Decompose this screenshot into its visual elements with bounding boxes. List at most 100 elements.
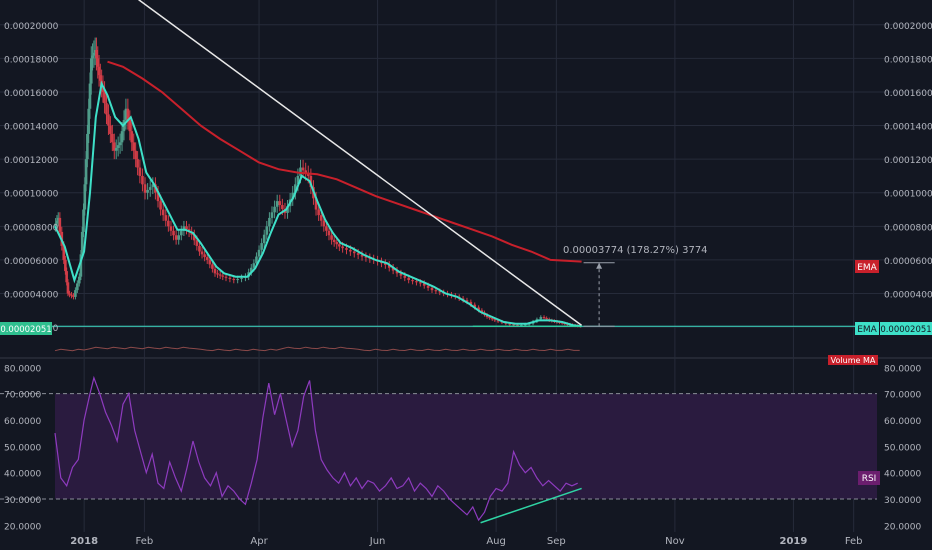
candle-body[interactable] [192, 234, 196, 241]
candle-body[interactable] [128, 119, 132, 132]
descending-trendline[interactable] [138, 0, 583, 327]
candle-body[interactable] [294, 184, 297, 193]
candle-body[interactable] [268, 217, 271, 227]
candle-body[interactable] [198, 245, 201, 252]
candle-body[interactable] [105, 103, 108, 115]
candle-body[interactable] [415, 281, 418, 283]
candle-body[interactable] [516, 324, 519, 326]
candle-body[interactable] [523, 324, 527, 326]
candle-body[interactable] [221, 275, 225, 277]
rsi-line[interactable] [54, 375, 578, 522]
candle-body[interactable] [76, 283, 79, 291]
candle-body[interactable] [56, 217, 60, 221]
candle-body[interactable] [116, 145, 120, 148]
rsi-badge[interactable]: RSI [858, 471, 880, 485]
candle-body[interactable] [146, 189, 149, 193]
candle-body[interactable] [130, 131, 134, 143]
candle-body[interactable] [54, 223, 57, 227]
candle-body[interactable] [407, 277, 410, 281]
candle-body[interactable] [86, 133, 89, 160]
candle-body[interactable] [299, 167, 302, 176]
rsi-trendline[interactable] [480, 487, 582, 524]
candle-body[interactable] [208, 259, 212, 265]
candle-body[interactable] [419, 282, 422, 284]
candle-body[interactable] [213, 268, 217, 274]
candle-body[interactable] [109, 125, 112, 134]
candle-body[interactable] [281, 205, 284, 209]
candle-body[interactable] [79, 254, 83, 277]
candle-body[interactable] [156, 192, 160, 202]
candle-body[interactable] [87, 108, 90, 134]
candle-body[interactable] [107, 114, 110, 126]
candle-body[interactable] [296, 175, 300, 185]
candle-body[interactable] [200, 251, 204, 255]
candle-body[interactable] [68, 293, 71, 295]
candle-body[interactable] [120, 131, 124, 143]
candle-body[interactable] [327, 230, 331, 236]
price-panel[interactable] [0, 0, 877, 328]
candle-body[interactable] [164, 215, 168, 221]
candle-body[interactable] [205, 257, 209, 260]
candle-body[interactable] [265, 226, 269, 235]
candle-body[interactable] [180, 230, 183, 236]
candle-body[interactable] [112, 142, 116, 151]
candle-body[interactable] [96, 58, 100, 67]
candle-body[interactable] [82, 209, 85, 232]
candle-body[interactable] [291, 192, 295, 200]
candle-body[interactable] [520, 324, 523, 326]
candle-body[interactable] [314, 198, 318, 210]
ema-slow-line[interactable] [107, 60, 582, 263]
candle-body[interactable] [118, 142, 122, 146]
candle-body[interactable] [80, 231, 84, 255]
candle-body[interactable] [169, 226, 173, 231]
candle-body[interactable] [99, 75, 102, 81]
candle-body[interactable] [391, 267, 395, 271]
candle-body[interactable] [480, 310, 484, 313]
candle-body[interactable] [403, 275, 407, 278]
candle-body[interactable] [228, 277, 232, 279]
candle-body[interactable] [64, 259, 67, 272]
candle-body[interactable] [384, 263, 387, 265]
candle-body[interactable] [426, 285, 430, 288]
candle-body[interactable] [465, 300, 469, 302]
candle-body[interactable] [539, 317, 543, 320]
candle-body[interactable] [490, 318, 494, 320]
rsi-panel[interactable] [54, 375, 582, 524]
candle-body[interactable] [203, 254, 206, 258]
candle-body[interactable] [399, 273, 403, 276]
candle-body[interactable] [148, 187, 152, 190]
candle-body[interactable] [364, 256, 368, 258]
candle-body[interactable] [352, 251, 356, 254]
candle-body[interactable] [512, 324, 515, 326]
candle-body[interactable] [141, 175, 144, 185]
candle-body[interactable] [262, 234, 266, 244]
candle-body[interactable] [411, 280, 414, 282]
candle-body[interactable] [275, 201, 279, 207]
candle-body[interactable] [111, 133, 114, 143]
candle-body[interactable] [488, 317, 491, 319]
candle-body[interactable] [114, 147, 118, 151]
candle-body[interactable] [91, 55, 94, 59]
candle-body[interactable] [434, 290, 438, 292]
candle-body[interactable] [218, 274, 222, 276]
candle-body[interactable] [332, 239, 336, 242]
candle-body[interactable] [195, 240, 199, 246]
candle-body[interactable] [124, 108, 128, 120]
candle-body[interactable] [545, 318, 548, 320]
candle-body[interactable] [249, 267, 253, 273]
candle-body[interactable] [257, 249, 261, 257]
candle-body[interactable] [55, 220, 59, 224]
candle-body[interactable] [136, 159, 139, 168]
candle-body[interactable] [319, 215, 323, 221]
candle-body[interactable] [159, 201, 162, 210]
candle-body[interactable] [493, 319, 497, 321]
candle-body[interactable] [224, 276, 228, 278]
candle-body[interactable] [260, 243, 263, 250]
candle-body[interactable] [72, 295, 75, 297]
candle-body[interactable] [349, 249, 352, 252]
candle-body[interactable] [322, 220, 326, 227]
candle-body[interactable] [236, 278, 239, 281]
candle-body[interactable] [330, 235, 333, 240]
candle-body[interactable] [473, 304, 477, 308]
